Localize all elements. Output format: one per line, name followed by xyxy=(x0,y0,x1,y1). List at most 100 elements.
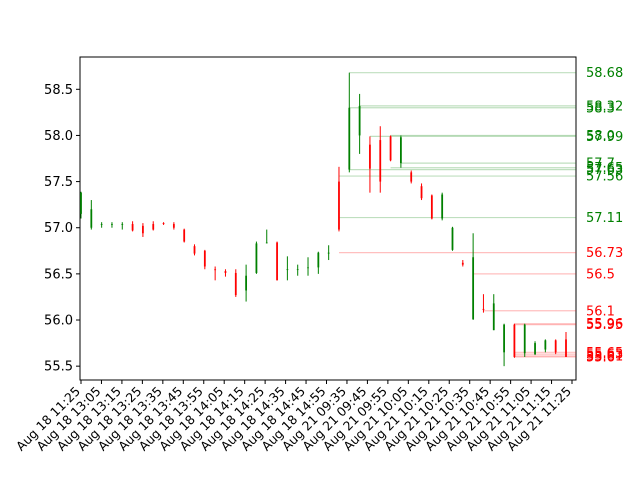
candle xyxy=(358,93,361,154)
candle xyxy=(399,135,402,168)
level-label: 57.56 xyxy=(586,170,623,185)
y-tick-label: 58.0 xyxy=(44,129,73,144)
candle-body xyxy=(100,224,103,225)
candle xyxy=(121,222,124,230)
candle xyxy=(111,222,113,228)
candle-body xyxy=(121,224,124,225)
level-labels: 58.6858.3258.358.057.9957.757.6557.6357.… xyxy=(586,66,623,365)
level-label: 56.5 xyxy=(586,267,615,282)
level-label: 58.0 xyxy=(586,129,615,144)
candle-body xyxy=(379,140,382,182)
candle xyxy=(441,192,444,221)
level-label: 55.96 xyxy=(586,317,623,332)
candle-body xyxy=(503,324,505,353)
candle xyxy=(420,183,423,201)
level-label: 55.95 xyxy=(586,318,623,333)
candle-body xyxy=(338,181,340,230)
candle xyxy=(534,341,536,356)
candle xyxy=(327,245,330,261)
y-tick-label: 55.5 xyxy=(44,360,73,375)
candle xyxy=(451,226,454,251)
candle-body xyxy=(265,242,268,244)
candle xyxy=(369,136,371,193)
candle xyxy=(523,323,526,357)
candle xyxy=(152,221,155,231)
candle xyxy=(286,256,289,281)
level-label: 58.3 xyxy=(586,101,615,116)
candle xyxy=(513,323,516,358)
y-tick-label: 58.5 xyxy=(44,83,73,98)
level-label: 56.1 xyxy=(586,304,615,319)
candle xyxy=(234,269,237,297)
candle-body xyxy=(410,172,413,182)
candle-body xyxy=(482,308,485,310)
candle xyxy=(307,257,309,276)
candle-body xyxy=(534,343,536,355)
candle-body xyxy=(317,252,320,268)
candle xyxy=(265,229,268,244)
candle-body xyxy=(307,267,309,269)
candle xyxy=(255,241,258,274)
candle-body xyxy=(203,250,206,267)
candle xyxy=(224,269,227,277)
candle xyxy=(183,228,186,243)
candle xyxy=(348,72,351,173)
candle xyxy=(90,200,93,230)
level-label: 57.63 xyxy=(586,163,623,178)
candle xyxy=(245,264,248,302)
candle-body xyxy=(513,324,516,357)
y-tick-label: 57.0 xyxy=(44,221,73,236)
candle-body xyxy=(461,262,464,265)
level-lines xyxy=(338,72,576,358)
candle xyxy=(379,126,382,193)
level-label: 57.99 xyxy=(586,130,623,145)
candle xyxy=(482,294,485,313)
y-tick-label: 57.5 xyxy=(44,175,73,190)
candle-body xyxy=(234,272,237,296)
candle xyxy=(389,135,392,162)
candle xyxy=(492,294,495,331)
y-axis: 55.5 56.0 56.5 57.0 57.5 58.0 58.5 xyxy=(44,83,80,375)
level-label: 55.63 xyxy=(586,348,623,363)
level-label: 56.73 xyxy=(586,246,623,261)
candle xyxy=(214,266,217,281)
candle xyxy=(193,244,196,256)
candle-body xyxy=(255,243,258,273)
candle-body xyxy=(358,105,361,136)
candle-body xyxy=(451,227,454,250)
candle xyxy=(142,223,144,237)
level-label: 58.32 xyxy=(586,99,623,114)
plot-frame xyxy=(79,56,577,381)
candle-body xyxy=(162,223,165,225)
candle xyxy=(276,241,278,281)
candle-body xyxy=(214,269,217,271)
candle-body xyxy=(131,224,134,231)
candle xyxy=(172,222,175,230)
candle-body xyxy=(276,242,278,281)
level-label: 57.7 xyxy=(586,157,615,172)
candles xyxy=(80,72,567,367)
candle xyxy=(203,249,206,270)
candle-body xyxy=(472,257,475,320)
candle-body xyxy=(245,275,248,291)
candle-body xyxy=(90,209,93,228)
candle-body xyxy=(183,229,186,242)
candle xyxy=(544,339,547,353)
candle-body xyxy=(544,340,547,350)
candle xyxy=(554,339,557,355)
candle xyxy=(131,221,134,232)
candle xyxy=(410,170,413,184)
candle xyxy=(461,260,464,267)
candle-body xyxy=(80,192,82,214)
level-label: 55.65 xyxy=(586,346,623,361)
candle xyxy=(317,251,320,274)
candle-body xyxy=(296,269,299,271)
candle-body xyxy=(399,137,402,164)
candle xyxy=(503,323,505,367)
candle xyxy=(565,332,567,357)
candle-body xyxy=(554,340,557,353)
candle-body xyxy=(172,224,175,228)
